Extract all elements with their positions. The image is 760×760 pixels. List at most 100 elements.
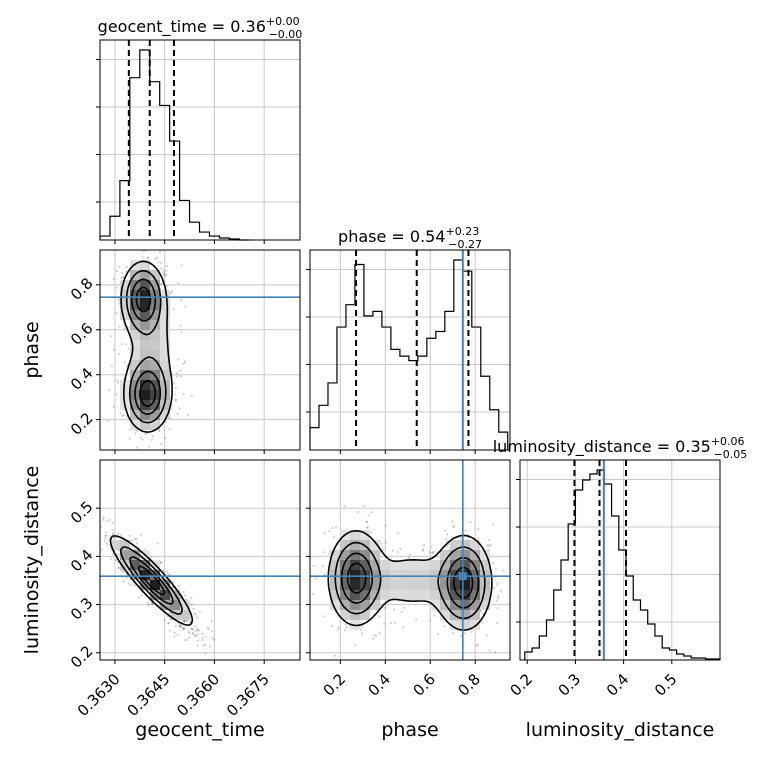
scatter-point xyxy=(196,616,199,619)
density-cell xyxy=(360,530,370,540)
scatter-point xyxy=(218,663,220,665)
scatter-point xyxy=(187,630,190,633)
scatter-point xyxy=(112,405,115,409)
scatter-point xyxy=(183,594,186,597)
y-tick-label: 0.8 xyxy=(67,274,97,304)
scatter-point xyxy=(97,530,99,532)
density-cell xyxy=(370,560,380,570)
scatter-point xyxy=(481,621,484,624)
scatter-point xyxy=(176,372,179,375)
scatter-point xyxy=(130,454,132,456)
scatter-point xyxy=(123,361,127,364)
x-tick-label: 0.3630 xyxy=(74,670,124,720)
density-cell xyxy=(470,600,480,610)
contour-line xyxy=(128,556,174,605)
scatter-point xyxy=(202,644,205,647)
scatter-point xyxy=(196,628,199,632)
scatter-point xyxy=(173,382,176,385)
density-cell xyxy=(360,600,370,610)
panel-frame xyxy=(309,459,511,661)
density-cell xyxy=(130,550,140,560)
scatter-point xyxy=(105,519,109,522)
scatter-point xyxy=(459,537,463,540)
phase-title: phase = 0.54+0.23 −0.27 xyxy=(338,225,482,251)
scatter-point xyxy=(408,553,412,557)
scatter-point xyxy=(337,626,340,629)
density-cell xyxy=(130,340,140,350)
scatter-point xyxy=(168,629,171,632)
scatter-point xyxy=(173,631,176,634)
scatter-point xyxy=(196,639,199,642)
density-cell xyxy=(390,580,400,590)
scatter-point xyxy=(104,537,107,540)
x-tick-label: 0.3675 xyxy=(223,670,273,720)
scatter-point xyxy=(123,327,126,330)
scatter-point xyxy=(407,556,410,560)
scatter-point xyxy=(141,438,144,441)
scatter-point xyxy=(110,335,113,338)
contour-line xyxy=(135,286,157,408)
scatter-point xyxy=(191,631,194,635)
density-cell xyxy=(140,420,150,430)
scatter-point xyxy=(201,638,204,642)
contour-line xyxy=(125,269,167,424)
scatter-point xyxy=(323,615,326,618)
scatter-point xyxy=(488,649,491,652)
contour-line xyxy=(327,530,493,631)
scatter-point xyxy=(133,537,137,540)
scatter-point xyxy=(492,523,495,526)
density-cell xyxy=(350,580,360,590)
scatter-point xyxy=(391,549,394,552)
scatter-point xyxy=(185,620,189,623)
density-cell xyxy=(380,560,390,570)
scatter-point xyxy=(111,521,114,524)
density-cell xyxy=(420,560,430,570)
density-cell xyxy=(140,270,150,280)
density-cell xyxy=(130,290,140,300)
density-cell xyxy=(340,580,350,590)
scatter-point xyxy=(344,623,347,626)
scatter-point xyxy=(146,601,149,605)
density-cell xyxy=(140,320,150,330)
scatter-point xyxy=(184,305,187,308)
scatter-point xyxy=(192,608,195,611)
scatter-point xyxy=(162,269,165,272)
scatter-point xyxy=(165,572,168,575)
density-cell xyxy=(160,590,170,600)
scatter-point xyxy=(475,644,478,647)
scatter-point xyxy=(174,386,177,389)
scatter-point xyxy=(135,538,138,541)
density-cell xyxy=(360,590,370,600)
scatter-point xyxy=(207,627,210,631)
scatter-point xyxy=(210,630,213,633)
scatter-point xyxy=(128,534,131,537)
scatter-point xyxy=(479,610,482,613)
panel-frame xyxy=(309,249,511,451)
scatter-point xyxy=(194,635,197,638)
xlabel-geocent-time: geocent_time xyxy=(135,719,264,741)
density-cell xyxy=(330,550,340,560)
title-main: phase = 0.54 xyxy=(338,227,445,246)
scatter-point xyxy=(177,358,180,361)
density-cell xyxy=(330,590,340,600)
density-cell xyxy=(130,570,140,580)
scatter-point xyxy=(155,256,159,259)
scatter-point xyxy=(201,632,204,635)
scatter-point xyxy=(127,570,130,573)
density-cell xyxy=(360,610,370,620)
density-cell xyxy=(400,580,410,590)
density-cell xyxy=(150,380,160,390)
title-minus: −0.05 xyxy=(714,448,748,461)
scatter-point xyxy=(117,353,120,356)
scatter-point xyxy=(183,361,186,364)
scatter-point xyxy=(125,364,129,367)
scatter-point xyxy=(422,543,425,547)
density-cell xyxy=(460,600,470,610)
scatter-point xyxy=(492,587,496,590)
scatter-point xyxy=(112,277,115,281)
scatter-point xyxy=(400,610,403,614)
scatter-point xyxy=(168,573,171,576)
density-cell xyxy=(140,310,150,320)
scatter-point xyxy=(190,627,193,631)
density-cell xyxy=(150,570,160,580)
